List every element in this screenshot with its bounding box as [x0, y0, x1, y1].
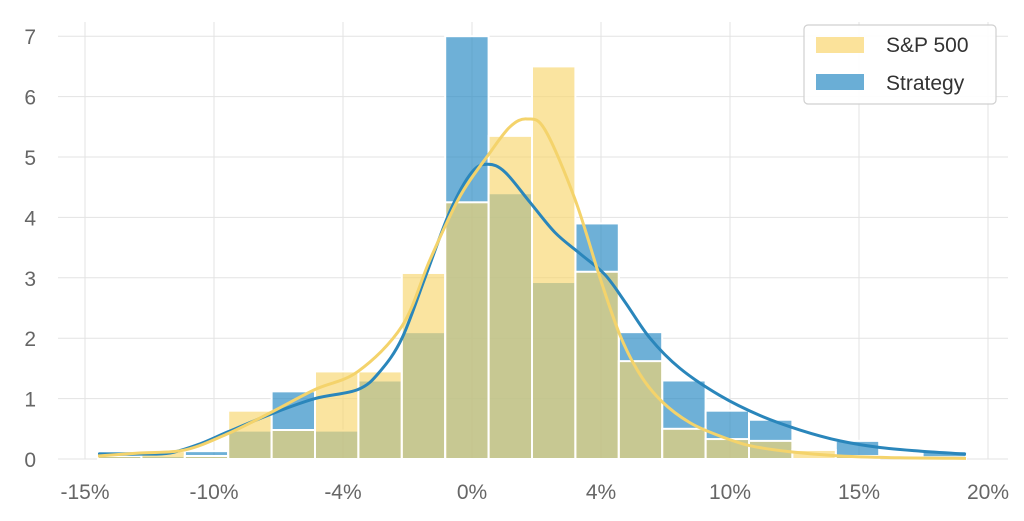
sp500-bars	[97, 65, 967, 461]
legend-label-strategy: Strategy	[886, 72, 965, 95]
y-tick-label: 3	[24, 268, 36, 291]
sp500-bar	[400, 271, 447, 460]
sp500-bar	[704, 438, 750, 460]
y-tick-label: 4	[24, 207, 36, 230]
legend: S&P 500 Strategy	[803, 24, 997, 105]
y-tick-label: 7	[24, 26, 36, 49]
sp500-bar	[661, 427, 707, 460]
sp500-bar	[487, 134, 534, 461]
kde-curves	[97, 117, 967, 460]
sp500-bar	[183, 454, 230, 461]
sp500-bar	[314, 370, 360, 461]
sp500-bar	[270, 429, 317, 460]
legend-swatch-strategy	[816, 74, 864, 90]
y-axis-ticks: 0 1 2 3 4 5 6 7	[24, 26, 36, 472]
y-tick-label: 6	[24, 87, 36, 110]
y-tick-label: 0	[24, 449, 36, 472]
x-tick-label: -10%	[189, 481, 238, 504]
x-tick-label: 10%	[709, 481, 751, 504]
x-axis-ticks: -15% -10% -4% 0% 4% 10% 15% 20%	[60, 481, 1009, 504]
x-tick-label: 0%	[457, 481, 487, 504]
y-tick-label: 1	[24, 389, 36, 412]
sp500-bar	[531, 65, 577, 461]
x-tick-label: 15%	[838, 481, 880, 504]
legend-label-sp500: S&P 500	[886, 34, 969, 57]
x-tick-label: -15%	[60, 481, 109, 504]
x-tick-label: 4%	[586, 481, 616, 504]
y-tick-label: 2	[24, 328, 36, 351]
legend-swatch-sp500	[816, 37, 864, 53]
sp500-bar	[444, 201, 490, 461]
sp500-kde-line	[97, 117, 967, 460]
x-tick-label: -4%	[324, 481, 361, 504]
y-tick-label: 5	[24, 147, 36, 170]
sp500-bar	[574, 270, 620, 461]
x-tick-label: 20%	[967, 481, 1009, 504]
